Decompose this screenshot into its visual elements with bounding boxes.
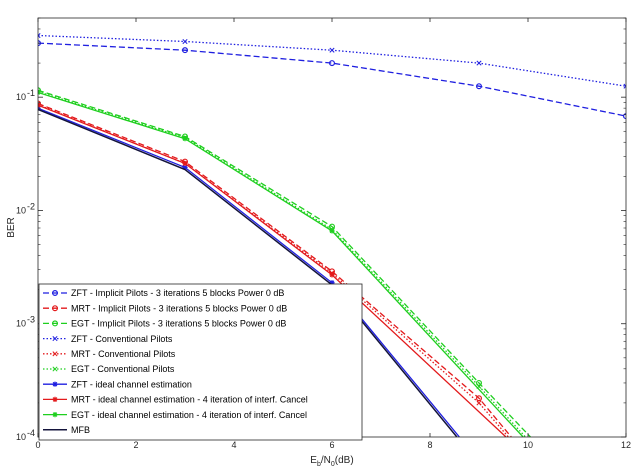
y-tick-label: 10 [16, 205, 26, 215]
data-marker [52, 412, 58, 418]
legend-entry: ZFT - Implicit Pilots - 3 iterations 5 b… [43, 288, 284, 298]
data-marker [182, 164, 188, 170]
y-tick-exponent: -1 [27, 88, 35, 98]
data-marker [51, 320, 58, 327]
legend-entry: MRT - Conventional Pilots [43, 349, 176, 359]
data-marker [52, 336, 58, 342]
legend-entry: ZFT - Conventional Pilots [43, 334, 173, 344]
data-marker [38, 87, 41, 94]
legend-label: EGT - ideal channel estimation - 4 itera… [71, 410, 307, 420]
legend-label: MRT - Implicit Pilots - 3 iterations 5 b… [71, 303, 287, 313]
x-tick-label: 0 [35, 440, 40, 450]
legend-label: EGT - Conventional Pilots [71, 364, 175, 374]
legend-entry: MRT - ideal channel estimation - 4 itera… [43, 395, 308, 405]
series-7 [38, 102, 507, 437]
data-marker [38, 32, 41, 39]
data-marker [329, 60, 336, 67]
series-line [38, 89, 531, 437]
series-line [38, 91, 524, 437]
x-tick-label: 6 [329, 440, 334, 450]
x-tick-label: 10 [523, 440, 533, 450]
legend-label: MRT - ideal channel estimation - 4 itera… [71, 395, 308, 405]
data-marker [329, 280, 335, 286]
data-marker [182, 38, 188, 45]
data-marker [329, 272, 335, 278]
series-3 [38, 32, 626, 89]
legend-label: ZFT - Conventional Pilots [71, 334, 173, 344]
x-tick-label: 4 [231, 440, 236, 450]
series-6 [38, 105, 460, 437]
series-9 [38, 108, 458, 437]
data-marker [329, 47, 335, 53]
legend-entry: EGT - Implicit Pilots - 3 iterations 5 b… [43, 319, 286, 329]
y-axis-label: BER [6, 217, 17, 238]
legend-label: MRT - Conventional Pilots [71, 349, 176, 359]
data-marker [52, 366, 58, 372]
data-marker [623, 83, 626, 89]
series-line [38, 102, 512, 437]
data-marker [476, 395, 483, 402]
data-marker [52, 381, 58, 387]
y-tick-label: 10 [16, 92, 26, 102]
y-tick-exponent: -3 [27, 315, 35, 325]
data-marker [182, 136, 188, 142]
legend-entry: MRT - Implicit Pilots - 3 iterations 5 b… [43, 303, 287, 313]
data-marker [51, 305, 58, 312]
legend-box [38, 283, 363, 441]
series-line [38, 104, 507, 437]
data-marker [476, 400, 482, 406]
series-clip-group [38, 32, 626, 437]
legend: ZFT - Implicit Pilots - 3 iterations 5 b… [38, 283, 363, 441]
data-marker [182, 160, 188, 167]
y-tick-label: 10 [16, 432, 26, 442]
y-tick-exponent: -4 [27, 428, 35, 438]
x-tick-label: 2 [133, 440, 138, 450]
y-tick-label: 10 [16, 319, 26, 329]
data-marker [51, 290, 58, 297]
data-marker [329, 228, 335, 234]
data-marker [38, 100, 41, 107]
series-line [38, 108, 458, 437]
data-marker [476, 60, 482, 66]
series-layer [38, 32, 626, 437]
series-line [38, 107, 460, 437]
legend-label: ZFT - Implicit Pilots - 3 iterations 5 b… [71, 288, 284, 298]
legend-entry: ZFT - ideal channel estimation [43, 379, 192, 389]
data-marker [182, 47, 189, 54]
series-8 [38, 89, 524, 437]
data-marker [476, 83, 483, 90]
x-tick-label: 8 [427, 440, 432, 450]
legend-label: EGT - Implicit Pilots - 3 iterations 5 b… [71, 319, 286, 329]
legend-entry: MFB [43, 425, 90, 435]
data-marker [52, 351, 58, 357]
legend-entry: EGT - Conventional Pilots [43, 364, 175, 374]
legend-label: ZFT - ideal channel estimation [71, 379, 192, 389]
legend-entry: EGT - ideal channel estimation - 4 itera… [43, 410, 307, 420]
data-marker [476, 379, 483, 386]
y-tick-exponent: -2 [27, 201, 35, 211]
data-marker [52, 396, 58, 402]
x-axis-label: Eb/N0(dB) [310, 455, 353, 468]
x-tick-label: 12 [621, 440, 631, 450]
legend-label: MFB [71, 425, 90, 435]
series-line [38, 90, 526, 437]
